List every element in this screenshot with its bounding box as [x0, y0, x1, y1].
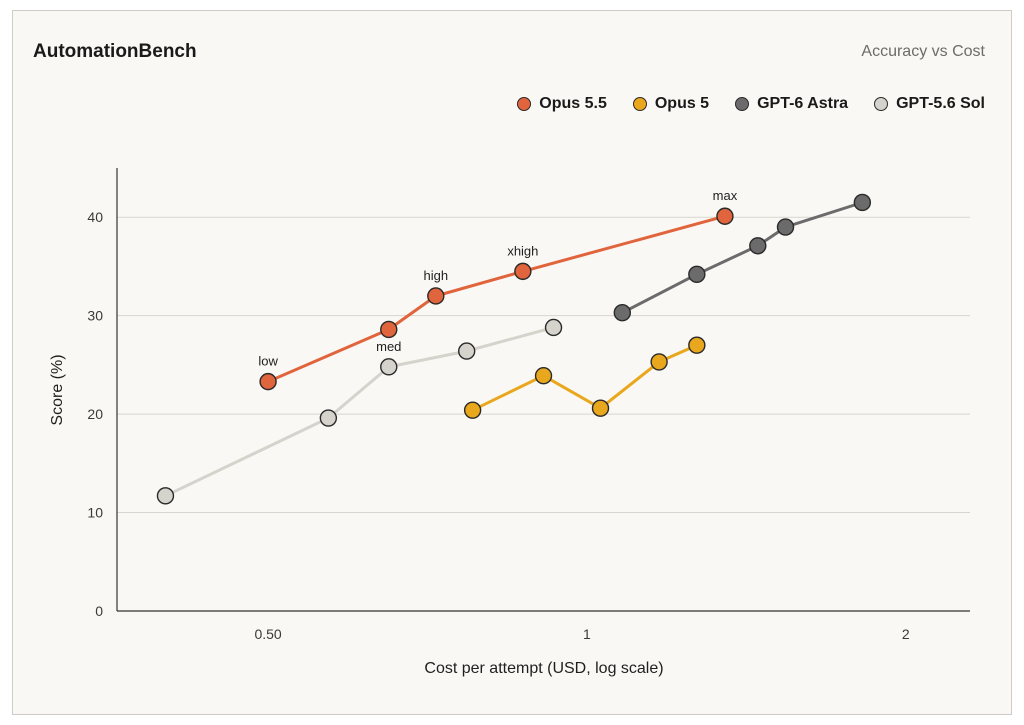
y-tick-label-20: 20 [87, 406, 103, 422]
legend-marker-opus-5-5 [517, 97, 532, 111]
legend-item-gpt-6-astra[interactable]: GPT-6 Astra [735, 95, 848, 113]
series-gpt-5-6-sol: med [156, 318, 563, 505]
data-point-opus-5-5-3[interactable] [514, 262, 532, 281]
x-tick-label-2: 2 [902, 626, 910, 642]
data-point-opus-5-2[interactable] [591, 399, 610, 417]
legend-label-gpt-5-6-sol: GPT-5.6 Sol [896, 95, 985, 112]
axes: 0 10 20 30 40 0.50 1 2 [87, 168, 970, 642]
chart-title: AutomationBench [33, 41, 197, 62]
legend-label-opus-5: Opus 5 [654, 95, 710, 112]
series-opus-5-5: low high xhigh max [258, 188, 738, 391]
legend-item-opus-5[interactable]: Opus 5 [632, 95, 710, 113]
legend-marker-gpt-5-6-sol [874, 97, 889, 111]
legend-label-gpt-6-astra: GPT-6 Astra [757, 95, 849, 112]
x-axis-label: Cost per attempt (USD, log scale) [424, 660, 663, 677]
y-axis-label: Score (%) [49, 354, 66, 425]
data-point-gpt-6-astra-0[interactable] [613, 304, 632, 322]
point-label-opus-5-5-2: high [424, 268, 449, 283]
chart-legend: Opus 5.5 Opus 5 GPT-6 Astra GPT-5.6 Sol [491, 95, 985, 113]
y-tick-label-40: 40 [87, 209, 103, 225]
data-point-opus-5-5-4[interactable] [716, 207, 734, 225]
chart-subtitle: Accuracy vs Cost [861, 43, 985, 60]
legend-marker-opus-5 [632, 97, 647, 111]
point-label-opus-5-5-3: xhigh [507, 243, 538, 258]
data-point-opus-5-5-0[interactable] [259, 372, 277, 391]
data-point-gpt-6-astra-4[interactable] [853, 193, 872, 212]
legend-label-opus-5-5: Opus 5.5 [539, 95, 607, 112]
data-point-opus-5-4[interactable] [688, 336, 706, 354]
series-line-gpt-5-6-sol [164, 326, 554, 498]
point-label-gpt-5-6-sol-2: med [376, 339, 401, 354]
series-opus-5 [463, 336, 706, 419]
data-point-gpt-5-6-sol-4[interactable] [544, 318, 563, 337]
data-point-gpt-5-6-sol-2[interactable] [380, 358, 398, 376]
data-point-opus-5-1[interactable] [534, 367, 553, 385]
gridlines [117, 216, 970, 514]
series-gpt-6-astra [613, 193, 872, 322]
legend-marker-gpt-6-astra [735, 97, 750, 111]
y-tick-label-10: 10 [87, 505, 103, 521]
legend-item-opus-5-5[interactable]: Opus 5.5 [517, 95, 607, 113]
data-point-opus-5-5-1[interactable] [380, 320, 398, 339]
y-tick-label-0: 0 [95, 603, 103, 619]
series-line-gpt-6-astra [621, 201, 863, 315]
data-point-gpt-6-astra-3[interactable] [776, 218, 795, 236]
point-label-opus-5-5-0: low [258, 354, 278, 369]
data-point-gpt-5-6-sol-0[interactable] [156, 487, 175, 505]
y-tick-label-30: 30 [87, 308, 103, 324]
data-point-gpt-5-6-sol-1[interactable] [319, 409, 338, 427]
data-point-gpt-6-astra-2[interactable] [749, 237, 767, 255]
legend-item-gpt-5-6-sol[interactable]: GPT-5.6 Sol [874, 95, 985, 113]
data-point-opus-5-5-2[interactable] [427, 287, 445, 305]
data-point-gpt-5-6-sol-3[interactable] [457, 342, 476, 360]
data-point-opus-5-0[interactable] [463, 401, 482, 419]
chart-card: AutomationBench Accuracy vs Cost Opus 5.… [12, 10, 1012, 715]
x-tick-label-0: 0.50 [254, 626, 281, 642]
x-tick-label-1: 1 [583, 626, 591, 642]
point-label-opus-5-5-4: max [713, 188, 738, 203]
data-point-opus-5-3[interactable] [650, 353, 668, 371]
series-group: low high xhigh max med [156, 188, 872, 505]
data-point-gpt-6-astra-1[interactable] [688, 265, 706, 284]
